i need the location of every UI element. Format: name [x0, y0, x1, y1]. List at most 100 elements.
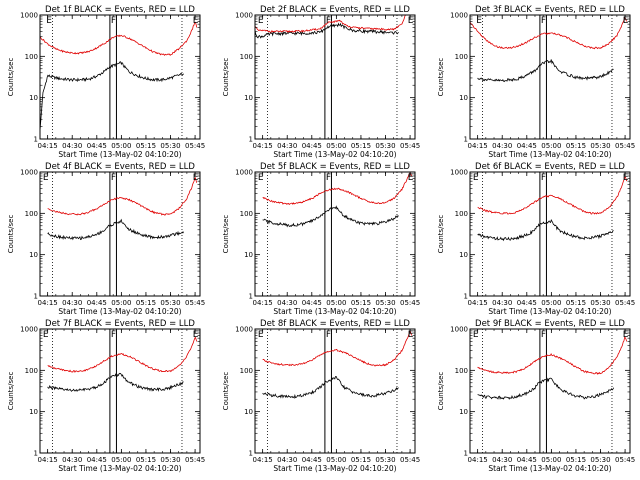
- x-tick-label: 05:45: [615, 142, 635, 150]
- x-tick-label: 05:30: [590, 142, 610, 150]
- trace-events: [477, 59, 614, 83]
- trace-events: [40, 61, 184, 137]
- x-tick-label: 05:15: [566, 456, 586, 464]
- x-tick-label: 05:15: [136, 456, 156, 464]
- y-axis-label: Counts/sec: [222, 372, 230, 411]
- x-tick-label: 05:15: [566, 142, 586, 150]
- x-tick-label: 04:15: [253, 456, 273, 464]
- x-tick-label: 05:15: [351, 299, 371, 307]
- y-axis-label: Counts/sec: [7, 215, 15, 254]
- y-tick-label: 100: [25, 210, 38, 218]
- x-tick-label: 04:15: [38, 142, 58, 150]
- y-tick-label: 100: [240, 53, 253, 61]
- y-tick-label: 10: [459, 94, 468, 102]
- x-tick-label: 04:45: [87, 456, 107, 464]
- marker-label: F: [111, 16, 116, 26]
- plot-frame: [469, 14, 631, 140]
- panel-title: Det 9f BLACK = Events, RED = LLD: [475, 319, 625, 329]
- x-tick-label: 04:30: [62, 456, 82, 464]
- x-tick-label: 04:15: [468, 142, 488, 150]
- x-tick-label: 04:15: [468, 456, 488, 464]
- marker-label: E: [623, 330, 629, 340]
- x-tick-label: 04:30: [277, 456, 297, 464]
- x-axis-label: Start Time (13-May-02 04:10:20): [488, 307, 611, 316]
- marker-label: E: [473, 330, 479, 340]
- y-tick-label: 10: [29, 94, 38, 102]
- x-tick-label: 05:45: [615, 299, 635, 307]
- marker-label: E: [43, 330, 49, 340]
- x-tick-label: 05:00: [111, 456, 131, 464]
- trace-events: [262, 205, 399, 228]
- x-tick-label: 05:45: [185, 299, 205, 307]
- y-axis-label: Counts/sec: [7, 372, 15, 411]
- y-tick-label: 100: [25, 53, 38, 61]
- x-tick-label: 04:30: [492, 142, 512, 150]
- marker-label: E: [408, 16, 414, 26]
- x-tick-label: 04:45: [87, 142, 107, 150]
- y-tick-label: 1: [34, 293, 38, 301]
- x-tick-label: 05:30: [375, 299, 395, 307]
- y-tick-label: 10: [244, 408, 253, 416]
- x-tick-label: 05:30: [160, 456, 180, 464]
- x-tick-label: 04:45: [302, 142, 322, 150]
- x-tick-label: 05:15: [351, 456, 371, 464]
- x-tick-label: 04:45: [517, 456, 537, 464]
- panel-title: Det 2f BLACK = Events, RED = LLD: [260, 5, 410, 15]
- x-tick-label: 04:45: [517, 142, 537, 150]
- x-axis-label: Start Time (13-May-02 04:10:20): [273, 307, 396, 316]
- y-axis-label: Counts/sec: [437, 215, 445, 254]
- panel-title: Det 4f BLACK = Events, RED = LLD: [45, 162, 195, 172]
- x-tick-label: 05:45: [185, 142, 205, 150]
- x-tick-label: 05:00: [326, 299, 346, 307]
- x-tick-label: 05:30: [590, 456, 610, 464]
- x-tick-label: 05:00: [541, 142, 561, 150]
- marker-label: E: [193, 330, 199, 340]
- y-tick-label: 100: [240, 367, 253, 375]
- panel-title: Det 6f BLACK = Events, RED = LLD: [475, 162, 625, 172]
- y-tick-label: 1000: [450, 169, 468, 177]
- trace-lld: [477, 336, 628, 375]
- y-axis-label: Counts/sec: [7, 58, 15, 97]
- x-axis-label: Start Time (13-May-02 04:10:20): [273, 464, 396, 473]
- plot-frame: [39, 328, 201, 454]
- x-tick-label: 04:30: [492, 299, 512, 307]
- marker-label: E: [408, 330, 414, 340]
- y-axis-label: Counts/sec: [437, 58, 445, 97]
- x-tick-label: 05:30: [160, 142, 180, 150]
- y-tick-label: 1000: [450, 326, 468, 334]
- plot-frame: [469, 328, 631, 454]
- y-tick-label: 10: [29, 408, 38, 416]
- panel-title: Det 1f BLACK = Events, RED = LLD: [45, 5, 195, 15]
- marker-label: F: [541, 173, 546, 183]
- marker-label: E: [43, 173, 49, 183]
- x-tick-label: 04:45: [517, 299, 537, 307]
- marker-label: F: [111, 173, 116, 183]
- x-tick-label: 04:30: [277, 142, 297, 150]
- x-tick-label: 04:30: [62, 299, 82, 307]
- trace-events: [262, 376, 399, 399]
- x-tick-label: 05:30: [160, 299, 180, 307]
- y-tick-label: 100: [455, 210, 468, 218]
- x-tick-label: 05:30: [375, 456, 395, 464]
- y-tick-label: 1000: [450, 12, 468, 20]
- panel-title: Det 7f BLACK = Events, RED = LLD: [45, 319, 195, 329]
- x-tick-label: 04:15: [253, 142, 273, 150]
- x-tick-label: 05:45: [400, 142, 420, 150]
- trace-events: [255, 22, 399, 39]
- x-axis-label: Start Time (13-May-02 04:10:20): [488, 150, 611, 159]
- y-tick-label: 1000: [235, 12, 253, 20]
- y-tick-label: 1000: [20, 12, 38, 20]
- y-tick-label: 10: [459, 408, 468, 416]
- trace-lld: [470, 16, 628, 50]
- x-tick-label: 05:00: [541, 299, 561, 307]
- x-axis-label: Start Time (13-May-02 04:10:20): [488, 464, 611, 473]
- x-axis-label: Start Time (13-May-02 04:10:20): [273, 150, 396, 159]
- trace-lld: [477, 176, 628, 215]
- x-tick-label: 05:15: [136, 142, 156, 150]
- x-tick-label: 04:15: [38, 456, 58, 464]
- x-tick-label: 05:15: [566, 299, 586, 307]
- panel-title: Det 8f BLACK = Events, RED = LLD: [260, 319, 410, 329]
